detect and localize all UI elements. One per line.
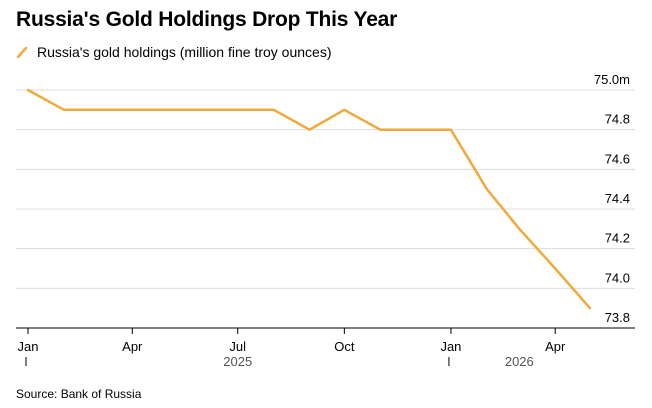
series-layer (26, 88, 592, 310)
legend-label: Russia's gold holdings (million fine tro… (37, 44, 332, 60)
x-axis: Jan Apr Jul Oct Jan Apr 2025 2026 (16, 327, 635, 369)
year-label: 2025 (223, 354, 252, 369)
y-tick-label: 75.0m (594, 72, 630, 87)
source-note: Source: Bank of Russia (16, 387, 142, 401)
grid-lines (16, 89, 635, 329)
x-tick-label: Jan (440, 339, 461, 354)
legend: Russia's gold holdings (million fine tro… (16, 44, 331, 60)
series-line-gold-holdings (26, 88, 592, 310)
legend-swatch (16, 45, 30, 59)
chart-title: Russia's Gold Holdings Drop This Year (16, 8, 398, 31)
y-tick-label: 73.8 (605, 310, 630, 325)
x-tick-label: Jan (18, 339, 39, 354)
x-tick-label: Apr (122, 339, 143, 354)
year-label: 2026 (505, 354, 534, 369)
x-tick-label: Jul (229, 339, 246, 354)
y-tick-label: 74.8 (605, 112, 630, 127)
y-tick-label: 74.6 (605, 151, 630, 166)
y-tick-label: 74.4 (605, 191, 630, 206)
legend-slash-icon (16, 46, 28, 59)
y-tick-label: 74.0 (605, 270, 630, 285)
y-tick-label: 74.2 (605, 231, 630, 246)
y-axis-labels: 73.8 74.0 74.2 74.4 74.6 74.8 75.0m (594, 72, 630, 325)
x-tick-label: Apr (545, 339, 566, 354)
x-tick-label: Oct (334, 339, 355, 354)
